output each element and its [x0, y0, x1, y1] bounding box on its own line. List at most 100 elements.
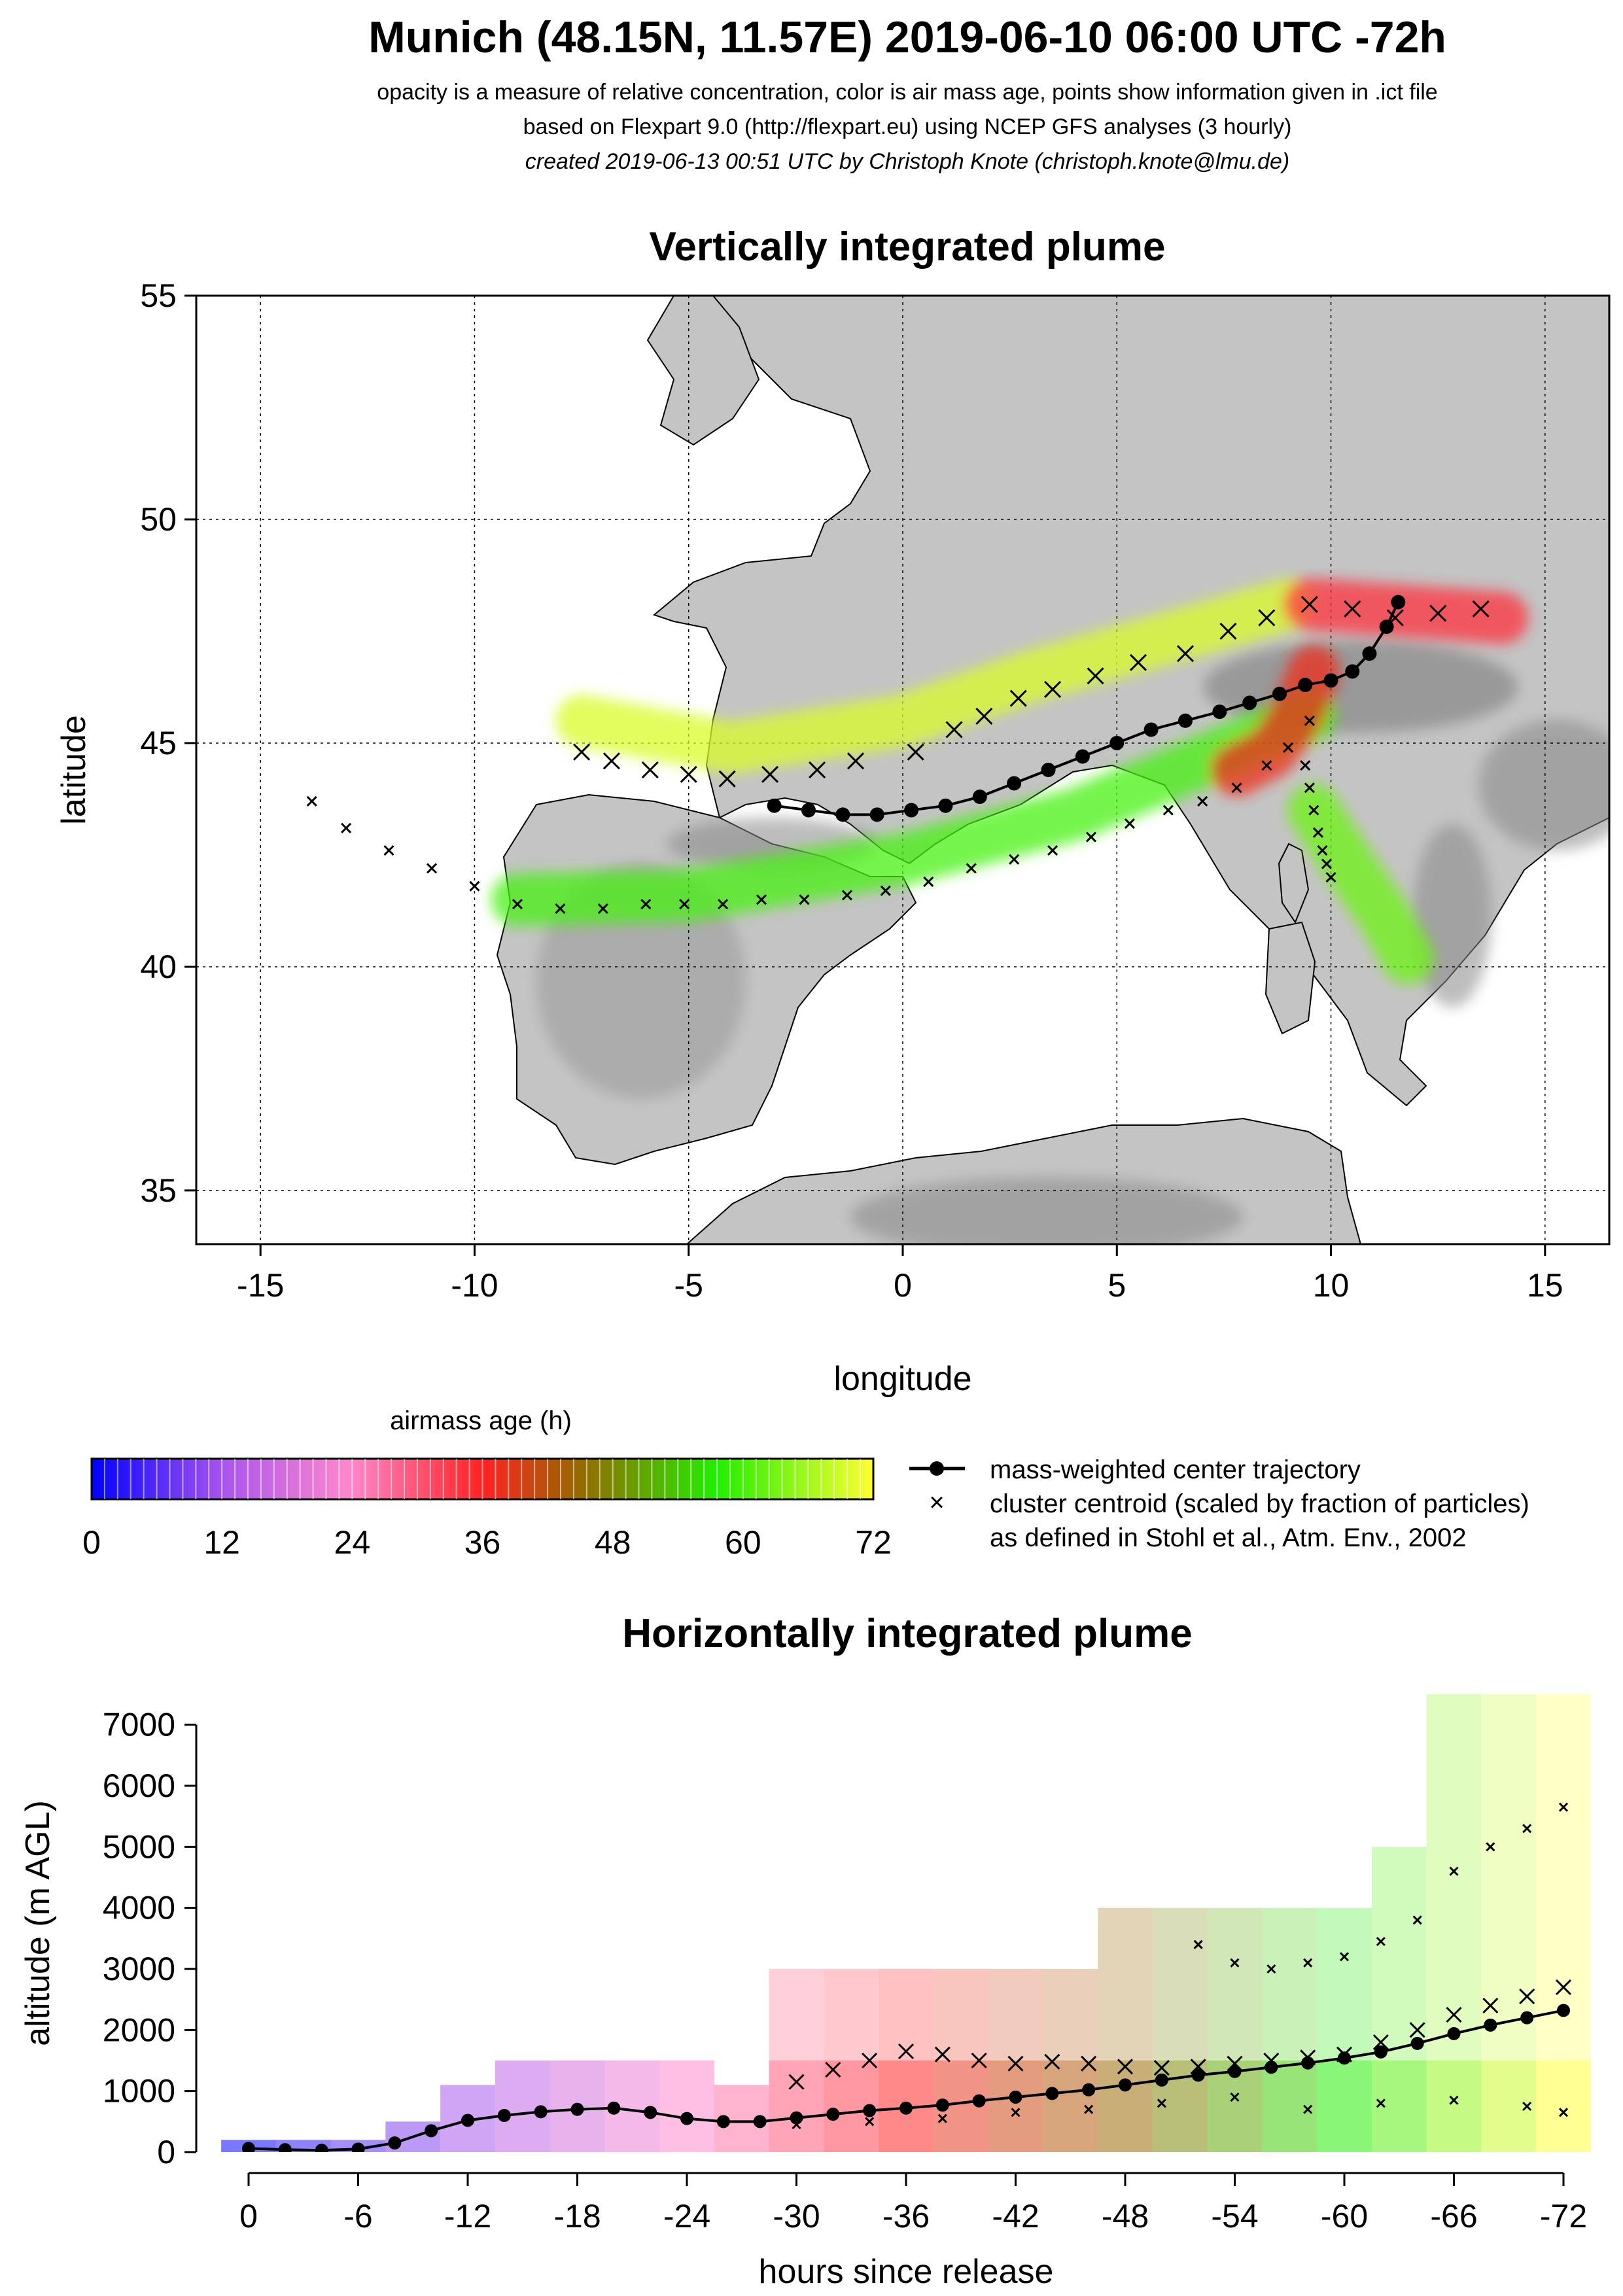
- center-trajectory-point: [801, 803, 816, 818]
- altitude-x-tick-label: -30: [773, 2198, 820, 2235]
- map-plumes: [491, 578, 1529, 984]
- altitude-age-columns: [221, 1694, 1591, 2152]
- altitude-cluster-point: [1558, 2108, 1569, 2117]
- map-plot-area: [196, 296, 1609, 1244]
- cluster-centroid-point: [1300, 760, 1311, 771]
- altitude-trajectory-point: [1045, 2087, 1059, 2100]
- age-column: [1152, 1907, 1208, 2152]
- age-column-core: [1317, 2061, 1372, 2152]
- cluster-centroid-point: [1219, 622, 1237, 640]
- age-column-core: [659, 2061, 714, 2152]
- map-x-tick-label: 10: [1313, 1267, 1350, 1304]
- altitude-x-tick-label: -48: [1102, 2198, 1149, 2235]
- center-trajectory-point: [1075, 749, 1090, 764]
- altitude-cluster-point: [1522, 1824, 1532, 1834]
- center-trajectory-point: [1109, 735, 1125, 750]
- center-trajectory-point: [835, 807, 850, 822]
- altitude-cluster-point: [1409, 2022, 1425, 2038]
- altitude-x-tick-label: -60: [1321, 2198, 1368, 2235]
- altitude-trajectory-point: [1265, 2061, 1278, 2074]
- center-trajectory-point: [1391, 595, 1406, 610]
- altitude-x-tick-label: -66: [1430, 2198, 1477, 2235]
- altitude-y-tick-label: 3000: [103, 1951, 175, 1987]
- center-trajectory-point: [1242, 695, 1257, 710]
- age-column: [1262, 1907, 1318, 2152]
- altitude-trajectory-point: [972, 2094, 986, 2108]
- age-column-core: [1426, 2061, 1482, 2152]
- altitude-trajectory-point: [388, 2136, 402, 2149]
- map-x-tick-label: 0: [894, 1267, 912, 1304]
- altitude-y-tick-label: 4000: [103, 1890, 175, 1926]
- altitude-cluster-point: [825, 2061, 841, 2078]
- altitude-y-tick-label: 1000: [103, 2073, 175, 2110]
- cluster-centroid-point: [1009, 689, 1027, 707]
- age-column-core: [1262, 2061, 1318, 2152]
- altitude-cluster-point: [1227, 2055, 1243, 2072]
- map-grid: [196, 296, 1609, 1244]
- altitude-x-tick-label: -72: [1540, 2198, 1587, 2235]
- colorbar-tick-label: 48: [595, 1524, 631, 1561]
- map-x-tick-label: -5: [674, 1267, 703, 1304]
- altitude-cluster-point: [1153, 2060, 1170, 2076]
- age-column: [1317, 1907, 1372, 2152]
- age-column: [659, 2061, 714, 2152]
- colorbar-tick-label: 60: [725, 1524, 761, 1561]
- cluster-centroid-point: [640, 899, 652, 910]
- legend-cross-swatch: ×: [929, 1488, 944, 1517]
- colorbar-title: airmass age (h): [390, 1406, 572, 1435]
- altitude-cluster-point: [937, 2113, 947, 2123]
- cluster-centroid-point: [512, 899, 523, 910]
- plume-band: [555, 578, 1315, 774]
- cluster-centroid-point: [718, 899, 729, 910]
- altitude-cluster-point: [1336, 2046, 1353, 2062]
- altitude-panel-title: Horizontally integrated plume: [622, 1611, 1193, 1656]
- altitude-y-tick-label: 7000: [103, 1707, 175, 1743]
- cluster-centroid-point: [945, 721, 963, 739]
- cluster-centroid-point: [1321, 858, 1333, 869]
- center-trajectory-point: [972, 790, 987, 805]
- age-column: [988, 1969, 1043, 2152]
- cluster-centroid-point: [602, 752, 620, 770]
- map-x-tick-label: 15: [1527, 1267, 1563, 1304]
- map-y-tick-label: 50: [140, 501, 177, 538]
- map-y-tick-label: 55: [140, 277, 177, 314]
- altitude-cluster-point: [862, 2052, 878, 2069]
- altitude-trajectory-point: [863, 2104, 877, 2117]
- age-column-core: [1043, 2061, 1098, 2152]
- altitude-trajectory-point: [680, 2112, 693, 2125]
- cluster-centroid-point: [1258, 609, 1276, 627]
- altitude-trajectory-point: [790, 2111, 803, 2125]
- altitude-trajectory-point: [315, 2144, 328, 2152]
- cluster-centroid-point: [1386, 609, 1404, 627]
- altitude-cluster-point: [971, 2052, 987, 2069]
- cluster-centroid-point: [756, 894, 767, 905]
- altitude-points: [242, 1802, 1572, 2152]
- center-trajectory-point: [1272, 686, 1287, 701]
- terrain-apennines: [1413, 824, 1492, 1007]
- map-x-tick-label: -10: [451, 1267, 498, 1304]
- cluster-centroid-point: [1312, 827, 1323, 838]
- altitude-cluster-point: [1263, 2052, 1280, 2069]
- altitude-trajectory-point: [351, 2142, 365, 2152]
- altitude-y-tick-label: 5000: [103, 1828, 175, 1865]
- altitude-x-tick-label: -18: [553, 2198, 601, 2235]
- altitude-cluster-point: [1117, 2059, 1134, 2075]
- altitude-x-tick-label: -54: [1211, 2198, 1258, 2235]
- center-trajectory-point: [1362, 646, 1377, 661]
- altitude-cluster-point: [898, 2043, 915, 2060]
- legend: mass-weighted center trajectory × cluste…: [909, 1455, 1529, 1552]
- altitude-trajectory-point: [1410, 2036, 1424, 2050]
- cluster-centroid-point: [1472, 600, 1490, 617]
- plume-band: [1283, 578, 1529, 644]
- altitude-cluster-point: [1230, 1958, 1240, 1968]
- age-column-core: [1371, 2061, 1427, 2152]
- cluster-centroid-point: [907, 743, 924, 761]
- altitude-cluster-point: [1011, 2108, 1021, 2117]
- cluster-centroid-point: [1197, 795, 1208, 807]
- cluster-centroid-point: [809, 761, 826, 779]
- altitude-cluster-point: [792, 2119, 801, 2130]
- cluster-centroid-point: [1231, 782, 1242, 793]
- altitude-trajectory-point: [1228, 2064, 1242, 2078]
- cluster-centroid-point: [1129, 653, 1147, 671]
- altitude-trajectory-point: [607, 2101, 621, 2115]
